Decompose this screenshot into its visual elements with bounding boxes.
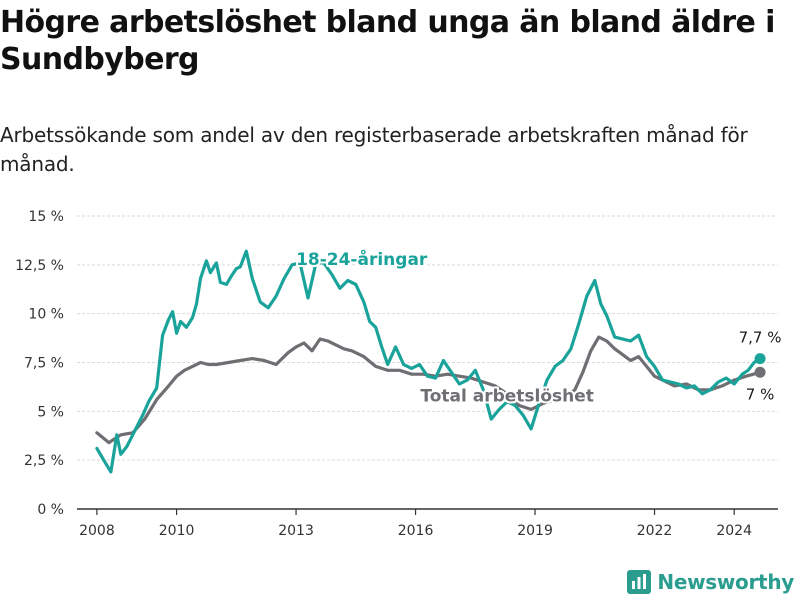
youth-end-point bbox=[754, 353, 766, 365]
brand-logo: Newsworthy bbox=[627, 570, 794, 594]
x-tick-label: 2008 bbox=[79, 523, 115, 539]
y-tick-label: 7,5 % bbox=[24, 356, 64, 372]
y-tick-label: 10 % bbox=[28, 307, 64, 323]
total-end-point bbox=[754, 366, 766, 378]
x-tick-label: 2024 bbox=[716, 523, 752, 539]
x-tick-label: 2022 bbox=[637, 523, 673, 539]
brand-name: Newsworthy bbox=[657, 570, 794, 594]
y-tick-label: 15 % bbox=[28, 209, 64, 225]
y-tick-label: 2,5 % bbox=[24, 453, 64, 469]
youth-series-line bbox=[95, 249, 762, 474]
x-tick-label: 2013 bbox=[278, 523, 314, 539]
x-tick-label: 2016 bbox=[398, 523, 434, 539]
y-tick-label: 0 % bbox=[37, 502, 64, 518]
chart-subtitle: Arbetssökande som andel av den registerb… bbox=[0, 123, 748, 176]
x-tick-label: 2019 bbox=[517, 523, 553, 539]
x-tick-label: 2010 bbox=[159, 523, 195, 539]
total-series-label: Total arbetslöshet bbox=[420, 387, 594, 407]
page-title: Högre arbetslöshet bland unga än bland ä… bbox=[0, 5, 775, 77]
total-end-label: 7 % bbox=[746, 385, 775, 403]
y-tick-label: 5 % bbox=[37, 404, 64, 420]
youth-series-label: 18-24-åringar bbox=[296, 248, 428, 270]
youth-end-label: 7,7 % bbox=[739, 329, 782, 347]
total-series-line bbox=[95, 335, 762, 445]
newsworthy-logo-icon bbox=[627, 570, 652, 594]
y-tick-label: 12,5 % bbox=[15, 258, 64, 274]
